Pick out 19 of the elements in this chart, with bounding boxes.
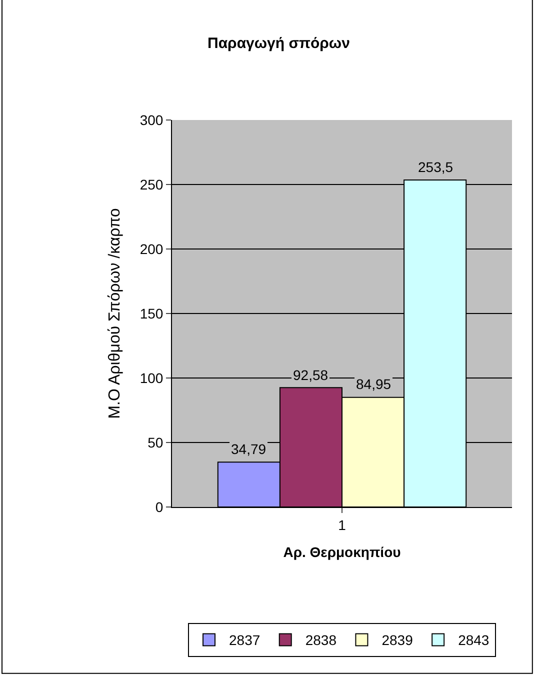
data-label: 84,95: [356, 376, 392, 392]
y-tick-label: 250: [140, 176, 164, 192]
legend-label: 2837: [229, 632, 260, 648]
y-tick-label: 200: [140, 240, 164, 257]
legend-label: 2838: [305, 632, 337, 648]
x-tick-label: 1: [338, 516, 346, 533]
data-label: 34,79: [231, 441, 266, 457]
y-tick-label: 150: [140, 305, 164, 322]
legend-label: 2839: [382, 632, 414, 648]
data-label: 92,58: [293, 367, 328, 383]
y-tick-label: 0: [155, 498, 164, 515]
data-label: 253,5: [418, 159, 454, 175]
legend-label: 2843: [458, 632, 490, 648]
x-axis-title: Αρ. Θερμοκηπίου: [283, 544, 401, 560]
chart-title: Παραγωγή σπόρων: [207, 34, 350, 52]
y-tick-label: 50: [148, 434, 164, 450]
y-axis-title: Μ.Ο Αριθμού Σπόρων /καρπο: [106, 208, 124, 419]
y-tick-label: 300: [140, 112, 164, 128]
y-tick-label: 100: [140, 370, 164, 386]
